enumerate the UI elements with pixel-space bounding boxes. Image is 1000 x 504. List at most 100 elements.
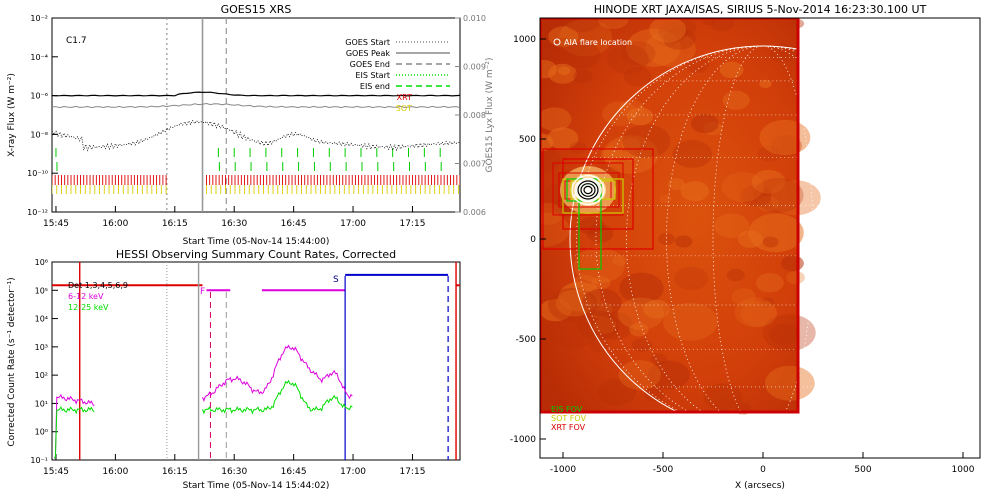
xrt-texture-blob — [547, 127, 579, 150]
goes-x-tick-label: 17:00 — [340, 219, 366, 229]
xrt-texture-blob — [748, 213, 804, 253]
hessi-y-tick-label: 10⁻¹ — [30, 456, 48, 465]
xrt-texture-blob — [569, 141, 587, 154]
xrt-texture-blob — [740, 184, 772, 207]
goes-y-tick-label: 10⁻² — [30, 14, 48, 23]
hessi-y-ticks: 10⁶ 10⁵ 10⁴ 10³ 10² 10¹ 10⁰ 10⁻¹ — [30, 258, 58, 465]
fov-legend-label: XRT FOV — [551, 423, 586, 432]
goes-right-axis-label: GOES15 Lyx Flux (W m⁻²) — [485, 58, 495, 173]
longitude-line — [626, 45, 900, 433]
goes-y-tick-label: 10⁻⁶ — [30, 92, 48, 101]
hessi-high-energy-curve — [202, 379, 353, 415]
xrt-texture-blob — [606, 44, 649, 75]
aia-contours — [571, 175, 605, 206]
xrt-texture-blob — [557, 66, 571, 76]
goes-right-tick-label: 0.009 — [463, 63, 486, 72]
aia-contour — [583, 185, 593, 195]
xrt-texture-blob — [674, 235, 693, 248]
xrt-texture-blob — [751, 169, 786, 194]
xrt-plot-frame — [539, 17, 981, 459]
xrt-texture-blob — [573, 69, 593, 84]
xrt-texture-blob — [663, 27, 696, 50]
goes-instrument-bars — [52, 148, 460, 194]
xrt-texture-blob — [620, 41, 656, 66]
xrt-texture-blob — [643, 299, 670, 319]
xrt-texture-blob — [647, 360, 690, 390]
xrt-texture-blob — [592, 311, 634, 341]
hessi-y-tick-label: 10³ — [35, 343, 48, 352]
xrt-texture-blob — [617, 297, 665, 330]
xrt-texture-blob — [655, 30, 680, 47]
goes-legend-label: EIS Start — [355, 71, 390, 80]
heliographic-grid — [570, 45, 956, 433]
xrt-texture-blob — [582, 288, 622, 317]
xrt-texture-blob — [711, 18, 734, 32]
xrt-texture-blob — [551, 37, 572, 53]
xrt-texture-blob — [619, 272, 664, 304]
xrt-texture-blob — [691, 113, 719, 134]
hessi-x-tick-label: 17:15 — [399, 467, 425, 477]
xrt-texture-blob — [576, 310, 620, 341]
xrt-y-ticks: 1000 500 0 -500 -1000 — [510, 35, 546, 445]
xrt-texture-blob — [598, 378, 637, 406]
hessi-y-axis-label: Corrected Count Rate (s⁻¹ detector⁻¹) — [7, 277, 17, 446]
hessi-x-axis-label: Start Time (05-Nov-14 15:44:02) — [183, 481, 330, 491]
hessi-high-energy-curve — [54, 406, 95, 459]
goes-y-tick-label: 10⁻⁴ — [30, 53, 48, 62]
aia-contour — [577, 180, 599, 200]
xrt-texture-blob — [702, 18, 716, 26]
hessi-panel: HESSI Observing Summary Count Rates, Cor… — [7, 248, 461, 491]
goes-x-tick-label: 17:15 — [399, 219, 425, 229]
hessi-y-tick-label: 10¹ — [35, 399, 48, 408]
hessi-legend-label: Det 1,3,4,5,6,9 — [68, 281, 128, 290]
goes-event-lines — [166, 18, 227, 212]
goes-flux-curves — [52, 91, 460, 152]
xrt-texture-blob — [546, 312, 598, 349]
goes-right-tick-label: 0.007 — [463, 160, 486, 169]
hessi-legend-label: 6-12 keV — [68, 292, 104, 301]
xrt-texture-blob — [663, 302, 718, 341]
hessi-y-tick-label: 10² — [35, 371, 48, 380]
xrt-texture-blob — [650, 353, 668, 365]
goes-legend-label: GOES Peak — [346, 49, 391, 58]
goes-x-tick-label: 16:00 — [102, 219, 128, 229]
xrt-texture-blob — [757, 145, 781, 162]
xrt-texture-blob — [769, 323, 800, 345]
goes-long-curve — [52, 91, 460, 97]
xrt-texture-blob — [762, 236, 779, 248]
xrt-texture-blob — [626, 28, 681, 67]
fov-box — [542, 148, 654, 250]
xrt-texture-blob — [726, 268, 745, 282]
xrt-texture-blob — [618, 360, 661, 390]
hessi-legend: Det 1,3,4,5,6,9 6-12 keV 12-25 keV — [68, 281, 128, 312]
goes-x-axis-label: Start Time (05-Nov-14 15:44:00) — [183, 237, 330, 247]
goes-x-tick-label: 16:30 — [221, 219, 247, 229]
hessi-title: HESSI Observing Summary Count Rates, Cor… — [116, 248, 396, 261]
goes-flare-class: C1.7 — [66, 36, 87, 46]
hessi-x-tick-label: 16:30 — [221, 467, 247, 477]
xrt-texture-blob — [670, 18, 697, 37]
hessi-y-tick-label: 10⁰ — [35, 428, 48, 437]
goes-lyman-curve — [52, 102, 460, 109]
xrt-x-axis-label: X (arcsecs) — [735, 481, 785, 491]
goes-legend-label: GOES End — [350, 60, 390, 69]
xrt-y-tick-label: 500 — [519, 135, 536, 145]
xrt-texture-blob — [719, 61, 744, 79]
xrt-texture-blob — [629, 322, 649, 337]
aia-label: AIA flare location — [564, 38, 632, 47]
fov-legend-label: SOT FOV — [551, 414, 587, 423]
goes-x-ticks: 15:45 16:00 16:15 16:30 16:45 17:00 17:15 — [43, 206, 425, 229]
xrt-y-tick-label: 0 — [530, 235, 536, 245]
xrt-texture-blob — [780, 255, 804, 272]
xrt-texture-blob — [645, 31, 696, 67]
xrt-x-tick-label: 1000 — [952, 465, 975, 475]
goes-title: GOES15 XRS — [221, 3, 292, 16]
goes-y-tick-label: 10⁻¹⁰ — [27, 169, 48, 178]
longitude-line — [595, 45, 931, 433]
hessi-x-tick-label: 16:00 — [102, 467, 128, 477]
xrt-texture-blob — [734, 297, 777, 328]
xrt-image — [540, 18, 957, 433]
hessi-y-tick-label: 10⁵ — [35, 286, 48, 295]
